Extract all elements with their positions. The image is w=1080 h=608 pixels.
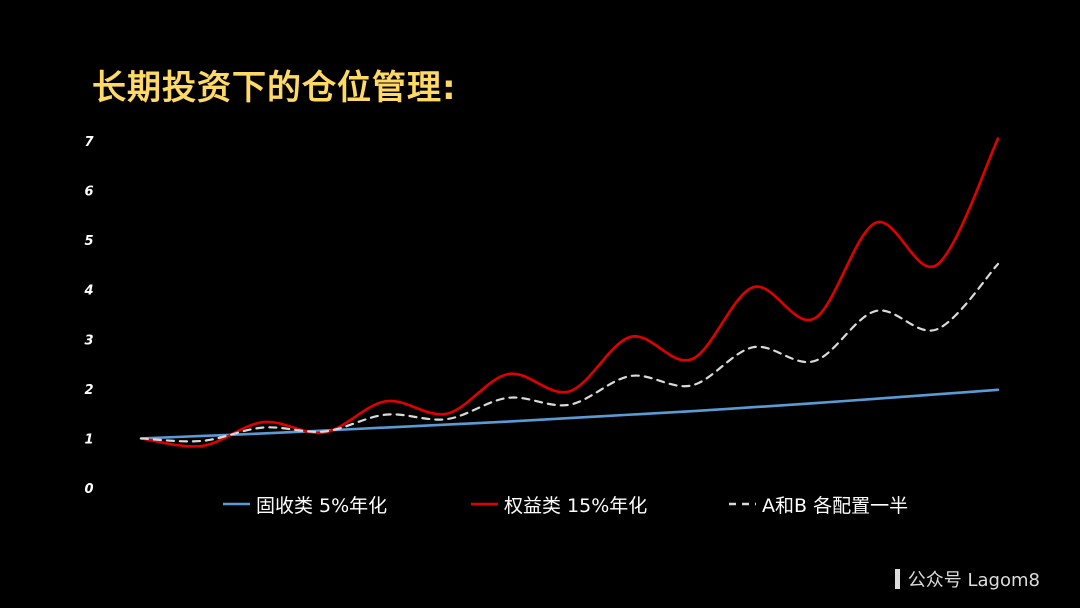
- y-tick-label: 4: [83, 284, 93, 299]
- series-lines: [139, 137, 1000, 448]
- chart-legend: 固收类 5%年化 权益类 15%年化 A和B 各配置一半: [0, 488, 1080, 520]
- legend-label: 固收类 5%年化: [256, 494, 388, 517]
- legend-label: A和B 各配置一半: [762, 494, 909, 517]
- watermark-text: 公众号 Lagom8: [907, 570, 1040, 591]
- legend-item-equity: 权益类 15%年化: [470, 488, 647, 520]
- y-tick-label: 7: [84, 135, 94, 150]
- y-tick-label: 0: [84, 482, 93, 497]
- y-tick-label: 6: [84, 185, 93, 200]
- watermark: 公众号 Lagom8: [894, 566, 1040, 592]
- series-line-fixed-income: [139, 388, 1000, 440]
- legend-swatch-icon: [729, 502, 756, 506]
- series-line-mixed-half: [139, 262, 1000, 443]
- y-tick-label: 2: [84, 383, 93, 398]
- y-tick-label: 1: [84, 432, 93, 447]
- legend-swatch-icon: [471, 502, 498, 506]
- slide-title: 长期投资下的仓位管理:: [92, 68, 457, 108]
- legend-label: 权益类 15%年化: [504, 494, 648, 517]
- y-tick-label: 5: [84, 234, 93, 249]
- watermark-bar-icon: [894, 569, 900, 589]
- legend-item-fixed-income: 固收类 5%年化: [222, 488, 387, 520]
- y-axis-ticks: 0 1 2 3 4 5 6 7: [83, 135, 94, 497]
- legend-swatch-icon: [223, 502, 250, 506]
- y-tick-label: 3: [84, 333, 93, 348]
- legend-item-mixed-half: A和B 各配置一半: [728, 488, 908, 520]
